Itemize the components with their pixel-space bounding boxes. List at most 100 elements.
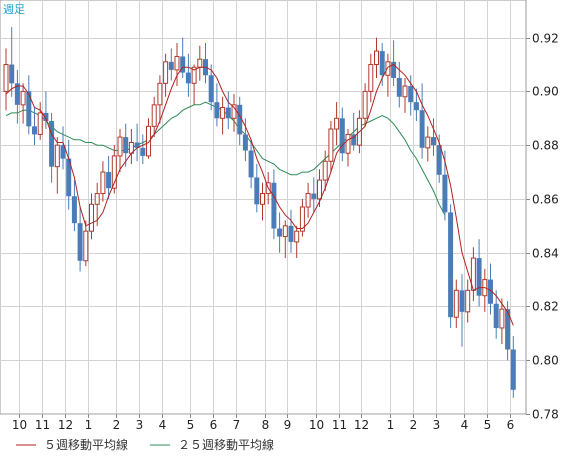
candle-body-up	[294, 230, 300, 243]
candle-body-down	[505, 309, 511, 350]
candle-body-down	[379, 51, 385, 76]
x-tick-label: 4	[159, 418, 167, 432]
candle-body-up	[317, 179, 322, 200]
x-tick-label: 11	[35, 418, 50, 432]
candle-body-down	[476, 258, 482, 296]
candle-body-up	[260, 193, 265, 205]
candle-body-down	[488, 279, 493, 304]
candle-body-down	[134, 142, 140, 148]
candle-body-up	[374, 50, 379, 66]
x-tick-label: 6	[210, 418, 218, 432]
candle-body-down	[431, 137, 436, 146]
legend-ma25-label: ２５週移動平均線	[178, 437, 274, 452]
y-tick-label: 0.92	[532, 32, 559, 46]
x-tick-label: 3	[433, 418, 441, 432]
legend: ５週移動平均線 ２５週移動平均線	[16, 437, 274, 452]
candle-body-down	[43, 112, 49, 121]
y-axis-ticks: 0.92 0.90 0.88 0.86 0.84 0.82 0.80 0.78	[526, 32, 559, 422]
candle-body-down	[26, 91, 32, 127]
candle-body-down	[49, 120, 55, 167]
candle-body-up	[151, 104, 157, 127]
x-tick-label: 1	[85, 418, 93, 432]
x-tick-label: 2	[113, 418, 121, 432]
candle-body-down	[168, 61, 174, 70]
candle-body-down	[208, 75, 214, 103]
candle-body-down	[214, 102, 220, 119]
candle-body-down	[185, 72, 191, 84]
candle-body-up	[385, 61, 391, 76]
x-tick-label: 8	[262, 418, 270, 432]
candle-body-down	[413, 102, 419, 111]
candle-body-down	[419, 110, 425, 148]
candle-body-up	[499, 308, 505, 329]
candle-body-down	[391, 61, 397, 78]
candle-body-up	[163, 61, 169, 84]
candle-body-down	[77, 223, 83, 261]
ma25-line	[5, 101, 446, 216]
candle-body-up	[89, 203, 94, 232]
candle-body-up	[368, 64, 374, 92]
candle-body-down	[277, 228, 283, 237]
ma25-series	[5, 101, 446, 216]
x-tick-label: 10	[309, 418, 324, 432]
candle-body-up	[191, 66, 197, 84]
candle-body-up	[282, 225, 288, 238]
candle-body-down	[288, 225, 294, 242]
candle-body-down	[408, 86, 414, 103]
y-tick-label: 0.78	[532, 408, 559, 422]
y-tick-label: 0.90	[532, 85, 559, 99]
candle-body-up	[299, 206, 305, 232]
candle-body-up	[94, 193, 100, 205]
candle-body-up	[453, 289, 459, 318]
candle-body-down	[242, 134, 248, 151]
candle-body-down	[442, 174, 448, 213]
y-tick-label: 0.82	[532, 300, 559, 314]
candle-body-up	[334, 117, 340, 130]
candle-body-down	[237, 104, 243, 135]
x-tick-label: 3	[136, 418, 144, 432]
x-tick-label: 5	[187, 418, 195, 432]
candles	[3, 26, 516, 398]
candle-body-up	[157, 82, 163, 106]
candle-body-down	[396, 77, 402, 97]
candle-body-down	[510, 349, 516, 390]
candle-body-down	[311, 193, 317, 199]
candle-body-down	[248, 150, 254, 178]
candle-body-up	[345, 133, 351, 154]
x-tick-label: 6	[507, 418, 515, 432]
candle-body-up	[322, 160, 328, 181]
x-tick-label: 12	[354, 418, 369, 432]
candle-body-up	[328, 128, 334, 162]
x-tick-label: 11	[332, 418, 347, 432]
x-tick-label: 7	[233, 418, 241, 432]
candle-body-up	[305, 193, 311, 208]
candle-body-down	[271, 182, 277, 229]
chart-title: 週足	[3, 3, 25, 16]
x-tick-label: 9	[284, 418, 292, 432]
candle-body-up	[402, 85, 408, 98]
candle-body-down	[180, 56, 186, 73]
legend-ma5-label: ５週移動平均線	[44, 437, 128, 452]
candle-body-down	[493, 303, 499, 328]
candle-body-down	[66, 158, 72, 197]
candle-body-down	[71, 196, 77, 224]
candle-body-up	[465, 289, 471, 313]
candle-body-up	[100, 171, 106, 195]
x-tick-label: 10	[12, 418, 27, 432]
candle-body-up	[111, 155, 117, 189]
candle-body-down	[254, 177, 260, 205]
candle-body-up	[362, 90, 368, 119]
candle-body-down	[448, 212, 454, 318]
y-tick-label: 0.84	[532, 247, 559, 261]
x-tick-label: 12	[58, 418, 73, 432]
candle-body-down	[140, 147, 146, 156]
candle-body-down	[436, 145, 442, 175]
candle-body-down	[339, 118, 345, 154]
ma5-line	[5, 63, 514, 326]
candle-body-up	[231, 104, 237, 119]
x-tick-label: 4	[461, 418, 469, 432]
candle-body-up	[54, 144, 60, 168]
candle-body-down	[123, 137, 129, 154]
x-tick-label: 5	[484, 418, 492, 432]
